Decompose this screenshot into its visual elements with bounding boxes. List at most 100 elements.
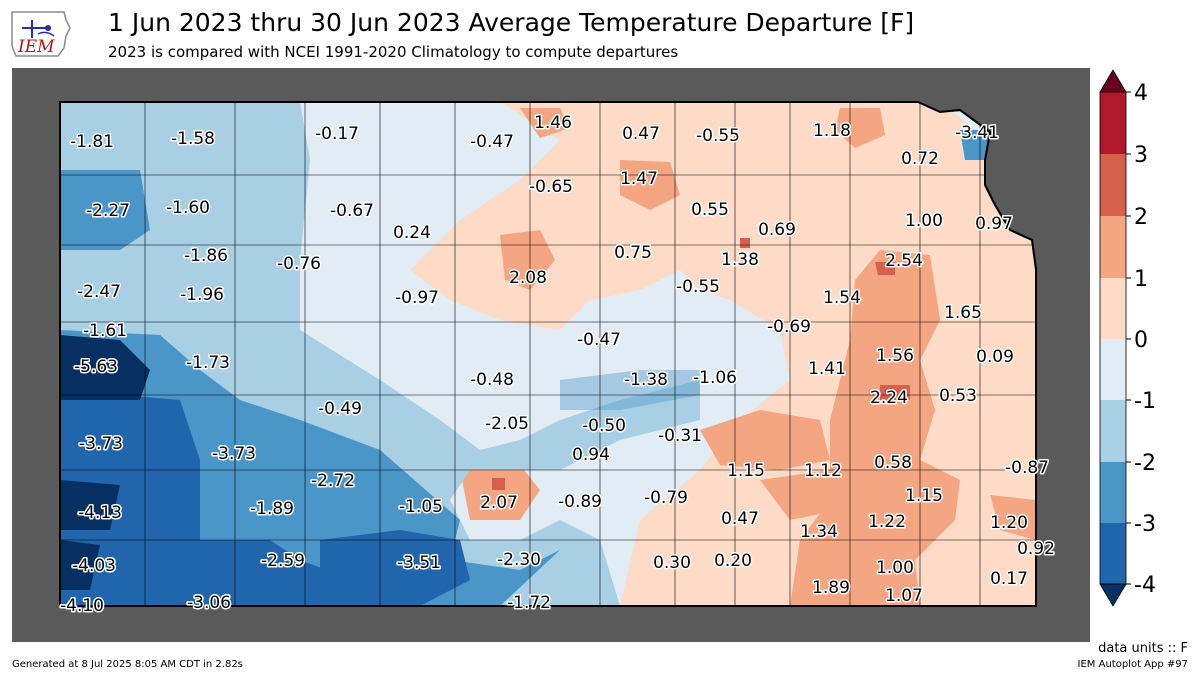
value-label: 0.72	[901, 149, 939, 169]
value-label: 0.09	[976, 347, 1014, 367]
value-label: 0.92	[1017, 539, 1055, 559]
colorbar-tick-label: 0	[1134, 328, 1148, 353]
value-label: 0.24	[393, 223, 431, 243]
value-label: -2.59	[261, 551, 305, 571]
value-label: -2.72	[311, 471, 355, 491]
generated-timestamp: Generated at 8 Jul 2025 8:05 AM CDT in 2…	[12, 659, 243, 670]
value-label: 2.54	[885, 251, 923, 271]
value-label: -2.47	[77, 282, 121, 302]
colorbar-tick-label: 3	[1134, 143, 1148, 168]
value-label: -1.72	[507, 593, 551, 613]
value-label: 1.46	[534, 113, 572, 133]
value-label: -2.27	[86, 201, 130, 221]
value-label: -0.97	[395, 288, 439, 308]
value-label: 0.30	[653, 553, 691, 573]
value-label: -0.47	[470, 132, 514, 152]
value-label: -5.63	[74, 357, 118, 377]
colorbar-level	[1100, 339, 1126, 400]
value-label: -0.69	[767, 317, 811, 337]
value-label: -0.55	[696, 126, 740, 146]
colorbar-level	[1100, 154, 1126, 216]
value-label: 0.55	[691, 200, 729, 220]
contour-fills	[60, 102, 1036, 606]
value-label: -0.55	[676, 277, 720, 297]
value-label: 1.41	[808, 359, 846, 379]
value-label: -1.05	[399, 497, 443, 517]
map-title: 1 Jun 2023 thru 30 Jun 2023 Average Temp…	[108, 8, 915, 37]
colorbar-tick-label: 1	[1134, 267, 1148, 292]
value-label: 1.65	[944, 303, 982, 323]
value-label: 0.47	[622, 124, 660, 144]
value-label: -0.48	[470, 370, 514, 390]
value-label: 0.58	[874, 453, 912, 473]
value-label: -1.61	[83, 321, 127, 341]
colorbar-tick-label: -4	[1134, 573, 1156, 598]
value-label: -3.06	[187, 593, 231, 613]
colorbar-level	[1100, 523, 1126, 584]
value-label: -0.31	[658, 426, 702, 446]
data-units-label: data units :: F	[1098, 641, 1188, 656]
value-label: -4.13	[78, 503, 122, 523]
map-subtitle: 2023 is compared with NCEI 1991-2020 Cli…	[108, 43, 679, 61]
value-label: -0.89	[558, 492, 602, 512]
value-label: -0.17	[315, 124, 359, 144]
value-label: -1.73	[186, 353, 230, 373]
value-label: 0.53	[939, 386, 977, 406]
colorbar-tick-label: 2	[1134, 205, 1148, 230]
value-label: 1.15	[905, 486, 943, 506]
value-label: 1.54	[823, 288, 861, 308]
value-label: -4.03	[72, 556, 116, 576]
value-label: 0.47	[721, 509, 759, 529]
value-label: -1.81	[70, 132, 114, 152]
app-label: IEM Autoplot App #97	[1077, 659, 1188, 670]
value-label: 0.75	[614, 243, 652, 263]
value-label: 0.17	[990, 569, 1028, 589]
colorbar-tick-label: -1	[1134, 389, 1156, 414]
value-label: -3.41	[955, 123, 999, 143]
value-label: 1.00	[876, 558, 914, 578]
value-label: -1.58	[171, 129, 215, 149]
value-label: -0.76	[277, 254, 321, 274]
value-label: -0.79	[644, 488, 688, 508]
county-boundaries	[60, 102, 1036, 606]
value-label: -1.38	[624, 370, 668, 390]
value-label: 1.22	[868, 512, 906, 532]
value-label: 1.34	[800, 522, 838, 542]
colorbar-level	[1100, 278, 1126, 339]
value-label: 1.47	[620, 169, 658, 189]
value-label: 1.12	[804, 461, 842, 481]
value-label: 0.20	[714, 551, 752, 571]
iem-logo: IEM	[8, 6, 72, 60]
value-label: -3.73	[79, 434, 123, 454]
value-label: -1.89	[250, 499, 294, 519]
value-label: 1.89	[812, 578, 850, 598]
value-label: 0.69	[758, 220, 796, 240]
logo-text: IEM	[17, 37, 55, 57]
value-label: 0.97	[975, 214, 1013, 234]
value-label: -4.10	[60, 596, 104, 616]
value-label: 0.94	[572, 445, 610, 465]
value-label: 2.07	[480, 493, 518, 513]
value-label: -1.60	[166, 198, 210, 218]
value-label: -1.96	[180, 285, 224, 305]
value-label: -3.73	[212, 444, 256, 464]
value-label: -2.05	[485, 414, 529, 434]
value-label: 1.38	[721, 250, 759, 270]
value-label: -3.51	[397, 553, 441, 573]
value-label: -0.67	[330, 201, 374, 221]
value-label: -1.86	[184, 246, 228, 266]
colorbar-over-triangle	[1099, 69, 1127, 93]
station-values: -1.81 -1.58 -0.17 -0.47 1.46 0.47 -0.55 …	[59, 112, 1057, 618]
value-label: -0.50	[582, 416, 626, 436]
value-label: -0.65	[529, 177, 573, 197]
colorbar-tick-label: -2	[1134, 451, 1156, 476]
colorbar-level	[1100, 462, 1126, 523]
colorbar-tick-label: 4	[1134, 81, 1148, 106]
value-label: 1.56	[876, 346, 914, 366]
value-label: -1.06	[693, 368, 737, 388]
colorbar-level	[1100, 216, 1126, 278]
value-label: 1.15	[727, 461, 765, 481]
value-label: 1.18	[813, 121, 851, 141]
value-label: -0.87	[1005, 458, 1049, 478]
